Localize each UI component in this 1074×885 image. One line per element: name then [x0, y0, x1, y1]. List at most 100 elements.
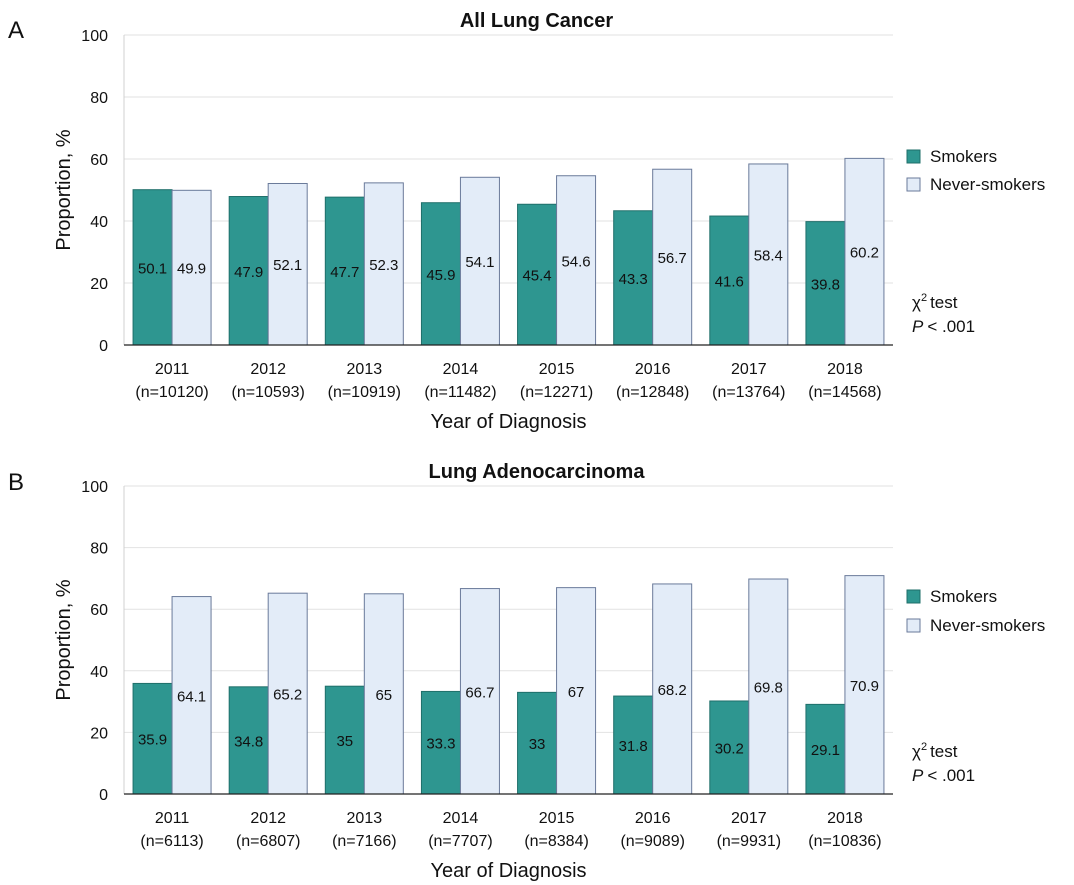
chart-panel-a: A All Lung Cancer 0 20 40 60 80 100 50.1 49.9 2011… [8, 10, 1045, 433]
stat-test-word: test [930, 293, 958, 312]
stat-p-letter: P [912, 766, 924, 785]
legend-label-smokers: Smokers [930, 147, 997, 166]
stat-p-value: P < .001 [912, 317, 975, 336]
bar-value-label-never-smokers: 52.3 [369, 257, 398, 274]
x-tick-count: (n=9931) [717, 833, 782, 850]
legend-swatch-smokers [907, 590, 920, 603]
bar-value-label-smokers: 29.1 [811, 742, 840, 759]
bar-value-label-smokers: 47.9 [234, 264, 263, 281]
bar-value-label-smokers: 35.9 [138, 732, 167, 749]
bar-value-label-smokers: 39.8 [811, 276, 840, 293]
bar-value-label-smokers: 31.8 [619, 738, 648, 755]
y-axis-title: Proportion, % [53, 129, 75, 250]
bar-value-label-smokers: 35 [336, 733, 353, 750]
bar-value-label-never-smokers: 56.7 [658, 250, 687, 267]
bar-value-label-smokers: 45.4 [522, 268, 551, 285]
x-tick-count: (n=12271) [520, 384, 593, 401]
chart-title: All Lung Cancer [460, 10, 614, 32]
bar-value-label-never-smokers: 68.2 [658, 682, 687, 699]
legend-swatch-never-smokers [907, 178, 920, 191]
x-tick-label: 2016 [635, 361, 671, 378]
bar-value-label-smokers: 41.6 [715, 274, 744, 291]
bar-value-label-never-smokers: 67 [568, 684, 585, 701]
y-tick-label: 20 [90, 276, 108, 293]
x-tick-label: 2014 [443, 810, 479, 827]
bar-value-label-smokers: 33 [529, 736, 546, 753]
x-tick-count: (n=10919) [328, 384, 401, 401]
stat-p-number: < .001 [927, 766, 975, 785]
y-tick-label: 40 [90, 214, 108, 231]
chart-title: Lung Adenocarcinoma [429, 461, 646, 483]
y-tick-label: 40 [90, 664, 108, 681]
x-tick-label: 2012 [250, 810, 286, 827]
x-tick-count: (n=13764) [712, 384, 785, 401]
x-tick-label: 2015 [539, 361, 575, 378]
stat-test-word: test [930, 742, 958, 761]
stat-test-label: χ2 test [912, 741, 958, 761]
x-tick-count: (n=6807) [236, 833, 301, 850]
x-tick-count: (n=8384) [524, 833, 589, 850]
x-tick-label: 2013 [347, 361, 383, 378]
y-tick-label: 20 [90, 725, 108, 742]
bar-value-label-smokers: 33.3 [426, 736, 455, 753]
bar-value-label-never-smokers: 69.8 [754, 680, 783, 697]
bar-value-label-never-smokers: 52.1 [273, 257, 302, 274]
panel-letter: A [8, 17, 24, 44]
stat-p-letter: P [912, 317, 924, 336]
bar-value-label-never-smokers: 54.1 [465, 254, 494, 271]
legend-swatch-smokers [907, 150, 920, 163]
stat-test-symbol: χ [912, 293, 921, 312]
bar-value-label-never-smokers: 70.9 [850, 678, 879, 695]
x-axis-title: Year of Diagnosis [430, 411, 586, 433]
y-tick-label: 60 [90, 602, 108, 619]
panel-letter: B [8, 469, 24, 496]
bar-value-label-never-smokers: 58.4 [754, 247, 783, 264]
x-tick-count: (n=7707) [428, 833, 493, 850]
x-axis-title: Year of Diagnosis [430, 860, 586, 882]
legend-label-never-smokers: Never-smokers [930, 616, 1045, 635]
bar-value-label-never-smokers: 49.9 [177, 261, 206, 278]
x-tick-label: 2016 [635, 810, 671, 827]
legend-label-never-smokers: Never-smokers [930, 175, 1045, 194]
bar-value-label-never-smokers: 60.2 [850, 245, 879, 262]
bar-value-label-smokers: 30.2 [715, 740, 744, 757]
stat-p-number: < .001 [927, 317, 975, 336]
x-tick-count: (n=10120) [135, 384, 208, 401]
y-tick-label: 0 [99, 787, 108, 804]
bar-value-label-never-smokers: 65 [375, 687, 392, 704]
x-tick-count: (n=10593) [231, 384, 304, 401]
y-axis-title: Proportion, % [53, 579, 75, 700]
y-tick-label: 80 [90, 90, 108, 107]
bar-value-label-smokers: 50.1 [138, 260, 167, 277]
x-tick-label: 2011 [155, 361, 190, 378]
x-tick-label: 2018 [827, 361, 863, 378]
legend-swatch-never-smokers [907, 619, 920, 632]
stat-test-symbol: χ [912, 742, 921, 761]
bar-value-label-smokers: 43.3 [619, 271, 648, 288]
bar-value-label-smokers: 47.7 [330, 264, 359, 281]
stat-test-superscript: 2 [921, 292, 927, 304]
x-tick-label: 2015 [539, 810, 575, 827]
x-tick-count: (n=14568) [808, 384, 881, 401]
x-tick-count: (n=9089) [620, 833, 685, 850]
x-tick-label: 2017 [731, 361, 767, 378]
stat-test-label: χ2 test [912, 292, 958, 312]
stat-test-superscript: 2 [921, 741, 927, 753]
y-tick-label: 60 [90, 152, 108, 169]
y-tick-label: 100 [81, 479, 108, 496]
y-tick-label: 80 [90, 541, 108, 558]
y-tick-label: 100 [81, 28, 108, 45]
legend-label-smokers: Smokers [930, 587, 997, 606]
x-tick-label: 2014 [443, 361, 479, 378]
x-tick-count: (n=10836) [808, 833, 881, 850]
x-tick-label: 2012 [250, 361, 286, 378]
x-tick-count: (n=11482) [424, 384, 496, 401]
bar-value-label-smokers: 34.8 [234, 733, 263, 750]
bar-value-label-never-smokers: 54.6 [561, 253, 590, 270]
x-tick-label: 2011 [155, 810, 190, 827]
bar-value-label-smokers: 45.9 [426, 267, 455, 284]
bar-value-label-never-smokers: 64.1 [177, 688, 206, 705]
bar-value-label-never-smokers: 65.2 [273, 687, 302, 704]
